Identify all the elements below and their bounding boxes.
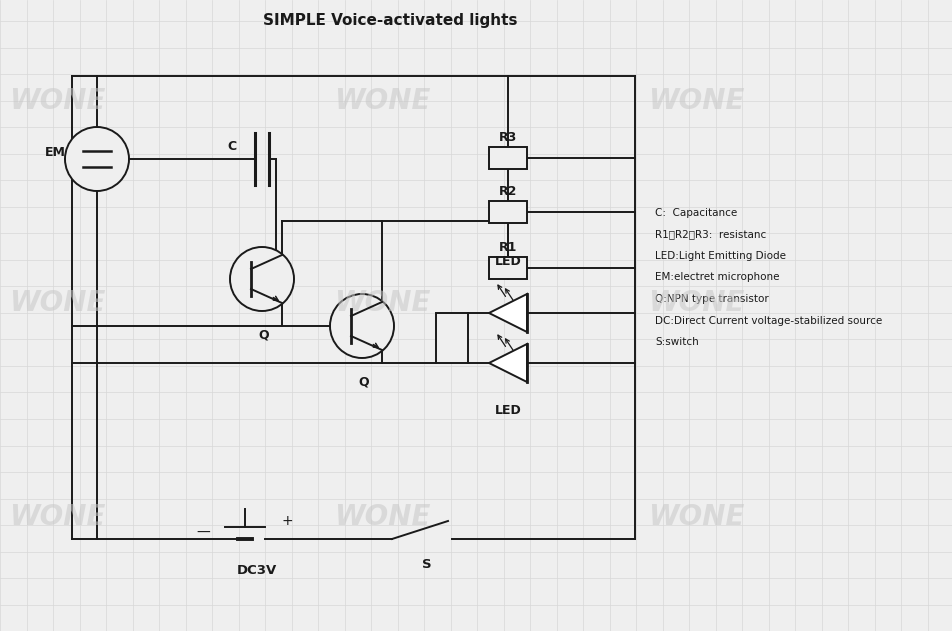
Text: R2: R2 (498, 186, 517, 199)
Text: R3: R3 (498, 131, 517, 144)
Text: WONE: WONE (647, 504, 744, 531)
Text: Q: Q (358, 375, 369, 389)
Polygon shape (488, 294, 526, 332)
Text: SIMPLE Voice-activated lights: SIMPLE Voice-activated lights (263, 13, 517, 28)
Text: Q:NPN type transistor: Q:NPN type transistor (654, 294, 768, 304)
Text: WONE: WONE (333, 87, 429, 115)
Text: R1、R2、R3:  resistanc: R1、R2、R3: resistanc (654, 230, 765, 240)
Text: WONE: WONE (10, 504, 106, 531)
Text: WONE: WONE (10, 87, 106, 115)
Text: WONE: WONE (10, 289, 106, 317)
Text: EM: EM (45, 146, 66, 160)
Text: —: — (196, 526, 209, 540)
Text: S:switch: S:switch (654, 337, 698, 347)
Text: LED: LED (494, 403, 521, 416)
Bar (488, 257, 526, 279)
Text: C:  Capacitance: C: Capacitance (654, 208, 737, 218)
Text: C: C (228, 141, 237, 153)
Text: LED:Light Emitting Diode: LED:Light Emitting Diode (654, 251, 785, 261)
Text: Q: Q (258, 329, 269, 341)
Bar (488, 201, 526, 223)
Circle shape (65, 127, 129, 191)
Text: DC3V: DC3V (237, 565, 277, 577)
Circle shape (329, 294, 393, 358)
Text: WONE: WONE (647, 87, 744, 115)
Bar (488, 147, 526, 169)
Text: DC:Direct Current voltage-stabilized source: DC:Direct Current voltage-stabilized sou… (654, 316, 882, 326)
Circle shape (229, 247, 293, 311)
Text: EM:electret microphone: EM:electret microphone (654, 273, 779, 283)
Text: +: + (281, 514, 292, 528)
Text: R1: R1 (498, 242, 517, 254)
Bar (436, 313, 467, 363)
Text: WONE: WONE (647, 289, 744, 317)
Text: S: S (422, 558, 431, 570)
Text: WONE: WONE (333, 289, 429, 317)
Text: WONE: WONE (333, 504, 429, 531)
Polygon shape (488, 344, 526, 382)
Text: LED: LED (494, 256, 521, 269)
